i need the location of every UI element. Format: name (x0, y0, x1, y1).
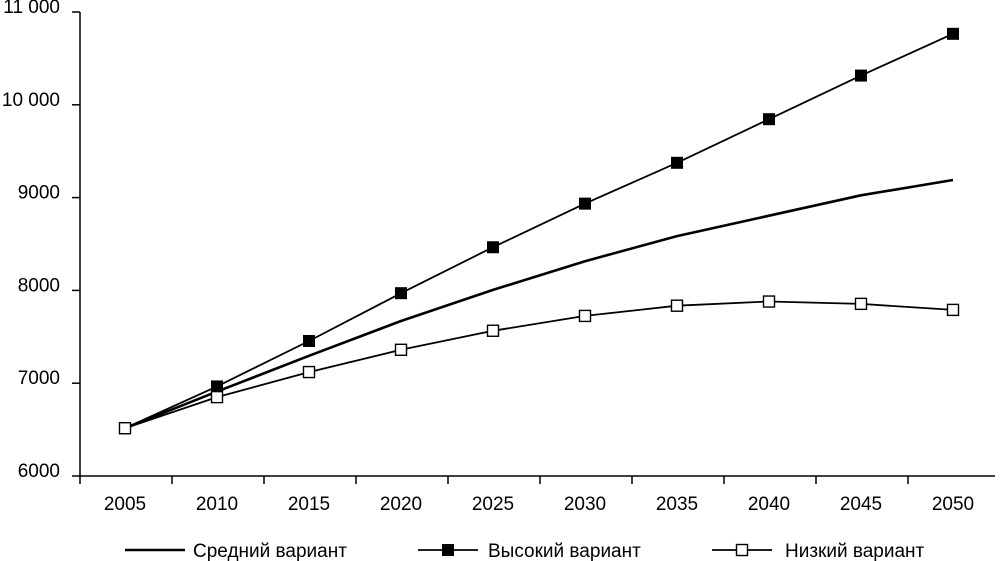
y-tick-label: 9000 (18, 183, 60, 204)
data-point (118, 422, 132, 435)
data-point (394, 343, 408, 356)
x-tick-label: 2010 (196, 494, 238, 515)
series-lines (118, 27, 960, 435)
data-point (210, 390, 224, 404)
data-point (578, 309, 592, 323)
legend-label: Средний вариант (193, 541, 347, 561)
data-point (395, 287, 407, 300)
x-tick-label: 2030 (564, 494, 606, 515)
legend-label: Высокий вариант (488, 541, 641, 561)
x-tick-label: 2005 (104, 494, 146, 515)
data-point (763, 113, 775, 126)
data-point (762, 295, 776, 308)
x-tick-label: 2040 (748, 494, 790, 515)
y-tick-label: 6000 (18, 461, 60, 482)
axes: 6000 7000 8000 9000 10 000 11 000 2005 2010 2015… (2, 0, 995, 515)
y-tick-label: 8000 (18, 275, 60, 296)
series-line (124, 32, 954, 430)
data-point (671, 156, 683, 169)
x-tick-label: 2050 (932, 494, 974, 515)
series-2 (118, 295, 960, 435)
data-point (579, 197, 591, 210)
legend-marker (442, 544, 454, 556)
x-tick-label: 2045 (840, 494, 882, 515)
x-tick-label: 2035 (656, 494, 698, 515)
data-point (946, 303, 960, 317)
data-point (302, 365, 316, 379)
legend: Средний вариант Высокий вариант Низкий вар… (125, 541, 925, 561)
series-line (124, 300, 954, 430)
data-point (486, 324, 500, 337)
data-point (855, 69, 867, 82)
y-tick-label: 7000 (18, 368, 60, 389)
data-point (487, 241, 499, 254)
series-line (124, 178, 954, 430)
data-point (303, 334, 315, 347)
legend-label: Низкий вариант (785, 541, 925, 561)
legend-marker (735, 543, 749, 557)
data-point (670, 299, 684, 312)
legend-item-2: Низкий вариант (712, 541, 925, 561)
series-1 (119, 27, 959, 435)
legend-item-1: Высокий вариант (418, 541, 641, 561)
data-point (947, 27, 959, 40)
x-tick-label: 2015 (288, 494, 330, 515)
y-tick-label: 10 000 (2, 90, 60, 111)
data-point (854, 297, 868, 311)
x-tick-label: 2025 (472, 494, 514, 515)
x-tick-label: 2020 (380, 494, 422, 515)
series-0 (124, 178, 954, 430)
y-tick-label: 11 000 (3, 0, 60, 18)
legend-item-0: Средний вариант (125, 541, 347, 561)
data-point (211, 380, 223, 393)
